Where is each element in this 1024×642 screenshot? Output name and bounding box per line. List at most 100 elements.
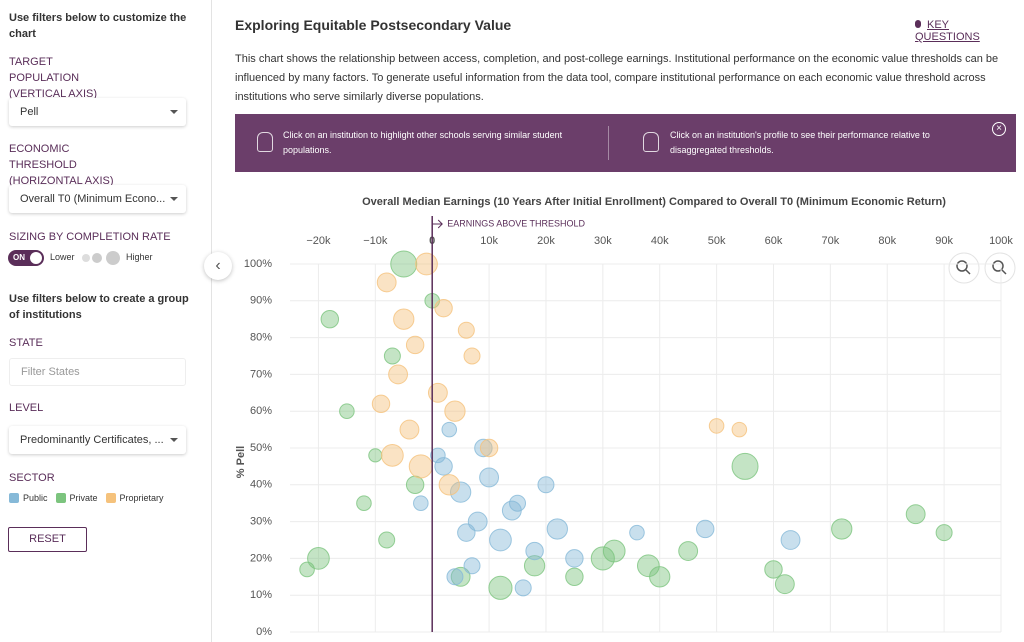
institution-point [514,579,532,597]
y-tick-label: 80% [250,332,272,344]
institution-point [371,394,391,414]
institution-point [415,252,438,276]
y-tick-label: 70% [250,368,272,380]
institution-point [537,476,555,494]
institution-point [708,418,725,434]
filter-label: STATE [9,337,43,349]
sector-label: Public [23,493,48,503]
page-title: Exploring Equitable Postsecondary Value [235,17,512,33]
institution-point [636,554,660,578]
dropdown[interactable]: Overall T0 (Minimum Econo... [9,185,186,213]
chart-title: Overall Median Earnings (10 Years After … [362,196,946,208]
collapse-button[interactable]: ‹ [204,252,232,280]
x-tick-label: 60k [765,235,783,247]
institution-point [376,272,397,293]
sector-checkbox[interactable]: Proprietary [105,493,164,503]
reset-button[interactable]: RESET [8,527,87,552]
x-tick-label: 40k [651,235,669,247]
y-tick-label: 20% [250,552,272,564]
institution-point [764,560,783,579]
label-text: ECONOMIC THRESHOLD (HORIZONTAL AXIS) [9,143,114,187]
institution-point [457,523,476,542]
filter-label: SECTOR [9,472,55,484]
institution-point [438,474,460,496]
sector-checkbox[interactable]: Public [9,493,48,503]
points [299,250,953,600]
institution-point [590,546,615,571]
institution-point [427,382,448,403]
filter-label: TARGET POPULATION (VERTICAL AXIS) [9,54,119,102]
y-tick-label: 60% [250,405,272,417]
size-legend-higher: Higher [126,252,153,262]
y-tick-label: 50% [250,442,272,454]
sector-label: Proprietary [119,493,164,503]
dropdown[interactable]: Pell [9,98,186,126]
y-tick-label: 10% [250,589,272,601]
zoom-out-button[interactable] [948,252,980,284]
institution-point [905,504,926,525]
institution-point [457,321,475,339]
x-tick-label: 50k [708,235,726,247]
institution-point [474,438,493,458]
institution-point [831,518,853,540]
institution-point [774,574,795,595]
grid [290,263,1002,633]
institution-point [413,495,429,511]
x-tick-label: −20k [306,235,331,247]
institution-point [405,335,425,355]
chart: Overall Median Earnings (10 Years After … [235,196,1016,638]
institution-point [935,524,953,542]
institution-point [565,549,584,568]
sidebar-heading: Use filters below to create a group of i… [9,293,189,321]
y-tick-label: 90% [250,295,272,307]
y-tick-label: 0% [256,626,272,638]
filter-label: SIZING BY COMPLETION RATE [9,231,171,243]
institution-point [320,309,340,329]
institution-point [299,561,315,578]
institution-point [678,541,699,561]
institution-point [780,530,801,550]
institution-point [434,298,453,318]
institution-point [546,518,568,540]
label-text: TARGET POPULATION (VERTICAL AXIS) [9,56,98,100]
institution-point [408,454,433,479]
toggle[interactable]: ON [8,250,44,266]
banner-text: Click on an institution's profile to see… [670,130,930,155]
banner-text: Click on an institution to highlight oth… [283,130,563,155]
sector-checkbox[interactable]: Private [55,493,98,503]
filter-label: ECONOMIC THRESHOLD (HORIZONTAL AXIS) [9,141,129,189]
institution-point [731,421,748,438]
sector-label: Private [69,493,98,503]
institution-point [383,347,401,365]
x-tick-label: 70k [821,235,839,247]
institution-point [463,347,481,365]
key-questions-link[interactable]: KEY QUESTIONS [915,19,1015,43]
institution-point [525,541,544,561]
close-button[interactable]: × [992,122,1006,136]
institution-point [449,481,472,503]
dropdown[interactable]: Predominantly Certificates, ... [9,426,186,454]
annotation: EARNINGS ABOVE THRESHOLD [447,218,585,228]
y-tick-label: 30% [250,516,272,528]
y-tick-label: 100% [244,258,272,270]
state-input[interactable]: Filter States [9,358,186,386]
zoom-in-button[interactable] [984,252,1016,284]
institution-point [446,568,464,586]
institution-point [479,438,499,458]
institution-point [399,419,420,440]
institution-point [463,557,481,575]
institution-point [450,566,471,587]
institution-point [523,555,546,577]
link-text: KEY QUESTIONS [915,19,980,43]
institution-point [501,500,522,521]
institution-point [390,250,418,278]
institution-point [565,567,584,587]
institution-point [307,547,330,570]
x-tick-label: 30k [594,235,612,247]
institution-point [479,467,500,488]
x-tick-label: −10k [363,235,388,247]
institution-point [356,495,372,511]
y-axis-label: % Pell [235,446,247,478]
sidebar-heading: Use filters below to customize the chart [9,12,187,40]
